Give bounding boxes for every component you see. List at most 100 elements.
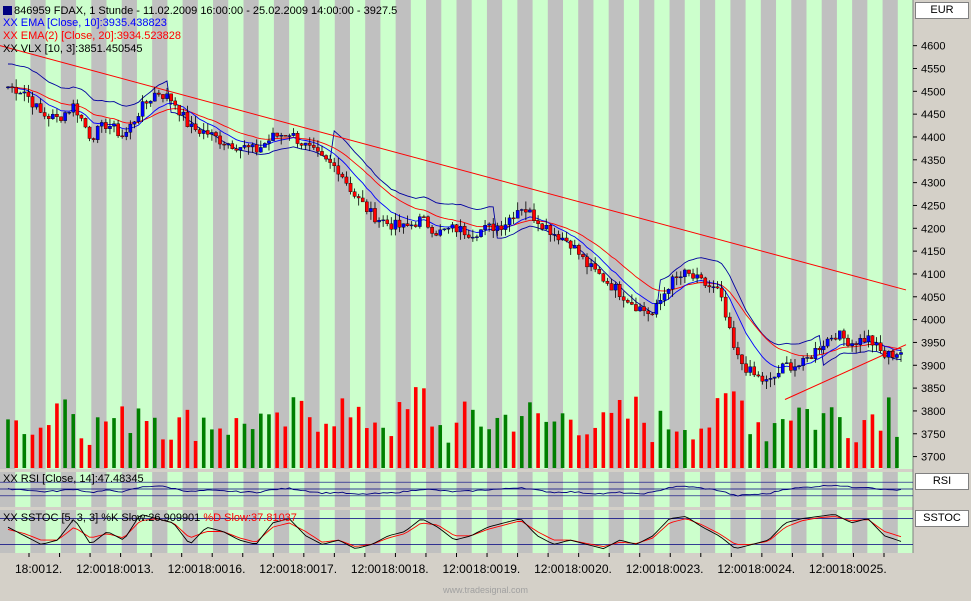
candle-body xyxy=(483,225,487,230)
volume-bar xyxy=(267,414,271,468)
candle-body xyxy=(157,92,161,95)
volume-bar xyxy=(870,414,875,468)
volume-bar xyxy=(723,393,728,468)
volume-bar xyxy=(740,400,744,468)
volume-bar xyxy=(471,409,475,468)
volume-bar xyxy=(201,417,206,468)
volume-bar xyxy=(748,434,752,468)
volume-bar xyxy=(128,433,133,468)
volume-bar xyxy=(805,409,810,468)
candle-body xyxy=(6,86,10,89)
candle-body xyxy=(26,91,31,97)
y-tick-label: 3950 xyxy=(921,337,945,349)
volume-bar xyxy=(185,409,190,468)
candle-body xyxy=(259,147,263,153)
volume-bar xyxy=(560,413,565,468)
volume-bar xyxy=(715,398,720,468)
volume-bar xyxy=(226,434,230,468)
candle-body xyxy=(299,143,304,146)
volume-bar xyxy=(658,410,663,468)
x-tick-label: 18:00 xyxy=(565,562,595,576)
candle-body xyxy=(450,224,455,229)
y-tick-label: 3800 xyxy=(921,406,945,418)
legend-rsi[interactable]: XX RSI [Close, 14]:47.48345 xyxy=(3,473,144,485)
candle-body xyxy=(324,155,328,160)
volume-bar xyxy=(813,429,818,468)
session-band xyxy=(121,0,137,553)
candle-body xyxy=(116,123,120,137)
legend-ema20[interactable]: XX EMA(2) [Close, 20]:3934.523828 xyxy=(3,30,181,42)
candle-body xyxy=(234,148,239,151)
y-tick-label: 4300 xyxy=(921,178,945,190)
volume-bar xyxy=(112,418,116,468)
candle-body xyxy=(723,296,728,318)
candle-body xyxy=(491,223,496,231)
volume-bar xyxy=(528,402,532,468)
candle-body xyxy=(711,286,716,288)
candle-body xyxy=(193,123,198,130)
x-tick-label: 17. xyxy=(320,562,337,576)
x-axis-panel xyxy=(0,553,971,598)
volume-bar xyxy=(152,417,157,468)
volume-bar xyxy=(674,431,679,468)
volume-bar xyxy=(821,413,826,468)
y-tick-label: 4000 xyxy=(921,315,945,327)
y-tick-label: 4100 xyxy=(921,269,945,281)
candle-body xyxy=(466,234,471,238)
candle-body xyxy=(679,276,683,279)
candle-body xyxy=(128,123,133,133)
candle-body xyxy=(886,350,891,358)
candle-body xyxy=(332,162,337,167)
candle-body xyxy=(764,379,769,382)
legend-ema10[interactable]: XX EMA [Close, 10]:3935.438823 xyxy=(3,17,167,29)
x-tick-label: 19. xyxy=(504,562,521,576)
candle-body xyxy=(797,365,801,367)
volume-bar xyxy=(585,434,589,468)
y-tick-label: 4050 xyxy=(921,292,945,304)
volume-bar xyxy=(55,403,59,468)
y-tick-label: 3850 xyxy=(921,383,945,395)
candle-body xyxy=(854,343,858,345)
candle-body xyxy=(177,104,182,116)
volume-bar xyxy=(22,434,27,468)
candle-body xyxy=(340,173,345,178)
candle-body xyxy=(397,219,402,228)
x-tick-label: 12:00 xyxy=(626,562,656,576)
candle-body xyxy=(426,216,430,228)
candle-body xyxy=(185,111,190,127)
rsi-axis-label: RSI xyxy=(915,473,969,490)
candle-body xyxy=(642,306,646,312)
instrument-title: 846959 FDAX, 1 Stunde - 11.02.2009 16:00… xyxy=(3,5,397,18)
volume-bar xyxy=(462,401,467,468)
y-tick-label: 4250 xyxy=(921,200,945,212)
legend-sstoc[interactable]: XX SSTOC [5, 3, 3] %K Slow:26.909901 %D … xyxy=(3,512,297,525)
candle-body xyxy=(22,91,27,94)
candle-body xyxy=(279,135,284,137)
candle-body xyxy=(55,113,59,117)
volume-bar xyxy=(430,426,434,468)
candle-body xyxy=(250,144,255,148)
volume-bar xyxy=(503,414,508,468)
candle-body xyxy=(609,283,614,291)
volume-bar xyxy=(797,407,801,468)
y-tick-label: 4450 xyxy=(921,109,945,121)
legend-vlx[interactable]: XX VLX [10, 3]:3851.450545 xyxy=(3,43,143,55)
candle-body xyxy=(528,209,532,213)
candle-body xyxy=(882,350,887,358)
candle-body xyxy=(283,135,288,137)
x-tick-label: 20. xyxy=(595,562,612,576)
volume-bar xyxy=(79,438,84,468)
session-band xyxy=(365,0,381,553)
volume-bar xyxy=(511,431,516,468)
candle-body xyxy=(874,342,879,346)
session-band xyxy=(699,0,716,553)
candle-body xyxy=(238,147,243,151)
session-band xyxy=(456,0,472,553)
candle-body xyxy=(165,93,169,99)
candle-body xyxy=(226,143,230,146)
volume-bar xyxy=(6,419,10,468)
volume-bar xyxy=(487,429,491,468)
y-axis-panel xyxy=(913,0,971,598)
candle-body xyxy=(222,143,226,146)
candle-body xyxy=(479,229,483,237)
